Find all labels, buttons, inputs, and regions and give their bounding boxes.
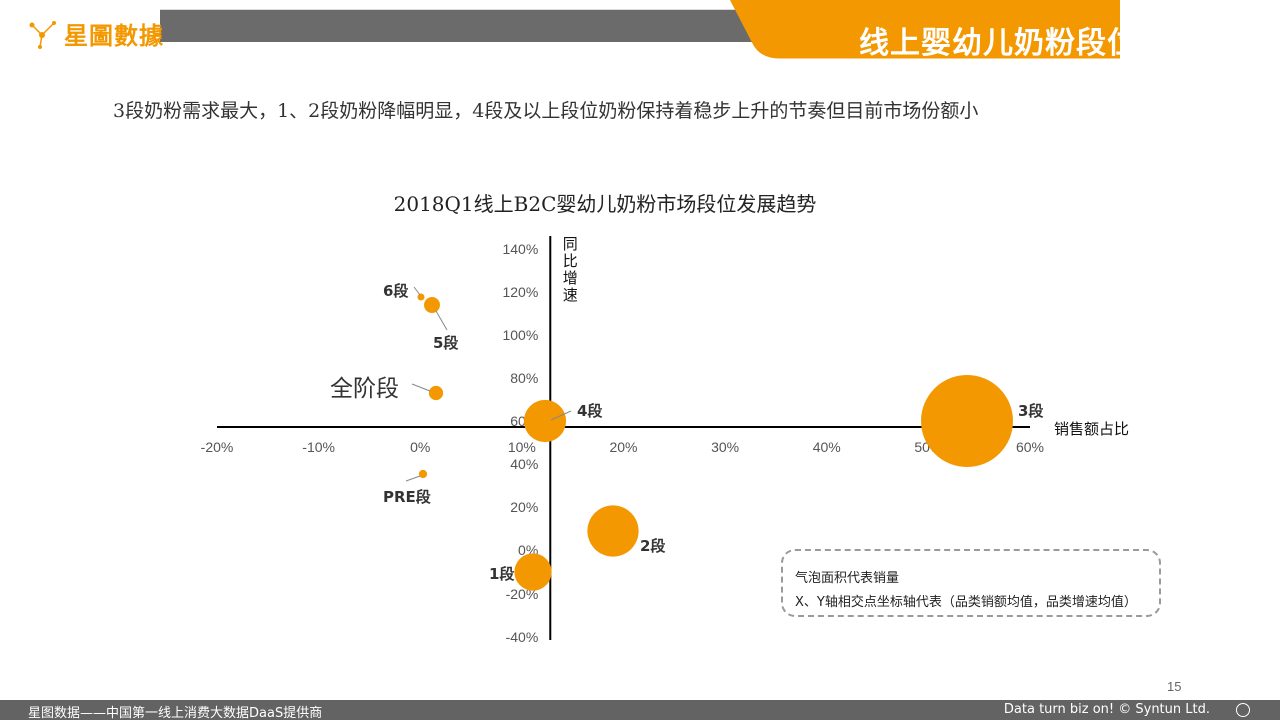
bubble-label: 5段 <box>433 334 458 352</box>
chart-title: 2018Q1线上B2C婴幼儿奶粉市场段位发展趋势 <box>394 192 817 216</box>
x-tick-label: 10% <box>508 439 536 455</box>
leader-line <box>405 475 421 482</box>
header-gray-band <box>160 9 753 42</box>
bubble-5段 <box>424 297 440 313</box>
legend-box: 气泡面积代表销量 X、Y轴相交点坐标轴代表（品类销额均值，品类增速均值） <box>781 549 1161 617</box>
leader-line <box>411 383 431 392</box>
bubble-label: 2段 <box>640 537 665 555</box>
bubble-2段 <box>587 505 639 557</box>
x-tick-label: 30% <box>711 439 739 455</box>
x-tick-label: -20% <box>201 439 234 455</box>
leader-line <box>435 310 448 331</box>
chart-ticks: -20% -10% 0% 10% 20% 30% 40% 50% 60%140%120%100%… <box>201 241 1044 645</box>
logo: 星圖數據 <box>28 16 164 51</box>
bubble-1段 <box>514 553 552 591</box>
page-title: 线上婴幼儿奶粉段位发展趋势 <box>859 26 1262 61</box>
header-orange-tab <box>730 0 1120 59</box>
bubble-PRE段 <box>418 469 428 479</box>
bubble-6段 <box>417 293 425 301</box>
legend-line-2: X、Y轴相交点坐标轴代表（品类销额均值，品类增速均值） <box>795 595 1137 610</box>
bubble-label: PRE段 <box>383 488 431 506</box>
legend-line-1: 气泡面积代表销量 <box>795 571 900 586</box>
leader-line <box>550 410 572 421</box>
y-tick-label: 140% <box>502 241 538 257</box>
slide-subtitle: 3段奶粉需求最大，1、2段奶粉降幅明显，4段及以上段位奶粉保持着稳步上升的节奏但… <box>113 100 979 122</box>
y-tick-label: 80% <box>510 370 538 386</box>
x-axis-label: 销售额占比 <box>1054 420 1129 438</box>
x-tick-label: 40% <box>813 439 841 455</box>
y-tick-label: 100% <box>502 327 538 343</box>
logo-text: 星圖數據 <box>64 22 164 50</box>
bubble-全阶段 <box>428 385 444 401</box>
bubble-label: 1段 <box>489 565 514 583</box>
x-tick-label: 60% <box>1016 439 1044 455</box>
footer-left-text: 星图数据——中国第一线上消费大数据DaaS提供商 <box>28 706 323 721</box>
y-tick-label: -40% <box>506 629 539 645</box>
y-tick-label: 20% <box>510 499 538 515</box>
y-tick-label: 40% <box>510 456 538 472</box>
x-tick-label: -10% <box>302 439 335 455</box>
bubble-label: 6段 <box>383 282 408 300</box>
page-number: 15 <box>1167 679 1182 694</box>
bubble-label: 3段 <box>1018 402 1043 420</box>
footer-bar: 星图数据——中国第一线上消费大数据DaaS提供商 Data turn biz o… <box>0 700 1280 721</box>
circle-icon <box>1236 703 1250 717</box>
bubble-label: 4段 <box>577 402 602 420</box>
y-tick-label: 120% <box>502 284 538 300</box>
constellation-icon <box>29 20 56 49</box>
header-bar <box>160 0 1120 59</box>
y-axis-label: 同比增速 <box>563 235 578 304</box>
chart-bubbles <box>417 293 1013 591</box>
leader-line <box>413 286 421 296</box>
x-tick-label: 0% <box>410 439 430 455</box>
bubble-4段 <box>523 399 567 443</box>
footer-right-text: Data turn biz on! © Syntun Ltd. <box>1003 702 1210 717</box>
bubble-3段 <box>921 375 1013 467</box>
bubble-label: 全阶段 <box>330 376 399 402</box>
x-tick-label: 20% <box>609 439 637 455</box>
